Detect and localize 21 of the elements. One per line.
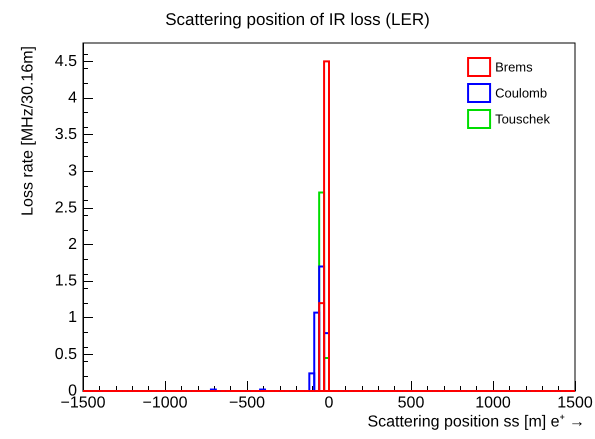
- y-tick-label: 3: [68, 162, 78, 180]
- x-tick-label: 1000: [475, 394, 511, 412]
- x-axis-title: Scattering position ss [m] e⁺ →: [367, 414, 585, 430]
- chart-title: Scattering position of IR loss (LER): [165, 10, 430, 29]
- y-tick-label: 2.5: [54, 199, 78, 216]
- y-tick-label: 4.5: [54, 52, 78, 70]
- legend-label: Coulomb: [495, 86, 548, 100]
- legend-label: Brems: [495, 60, 534, 74]
- y-tick-label: 3.5: [54, 126, 78, 144]
- y-tick-label: 2: [68, 236, 78, 253]
- y-axis-title: Loss rate [MHz/30.16m]: [20, 46, 36, 216]
- x-tick-label: 1500: [557, 394, 593, 412]
- y-tick-label: 1: [68, 309, 78, 326]
- x-tick-label: −500: [228, 394, 266, 412]
- x-tick-label: 500: [398, 394, 424, 412]
- x-tick-label: 0: [324, 394, 334, 412]
- x-tick-label: −1000: [142, 394, 188, 412]
- y-tick-label: 4: [68, 89, 78, 106]
- y-tick-label: 0.5: [54, 346, 78, 363]
- y-tick-label: 1.5: [54, 272, 78, 290]
- legend-label: Touschek: [495, 112, 550, 126]
